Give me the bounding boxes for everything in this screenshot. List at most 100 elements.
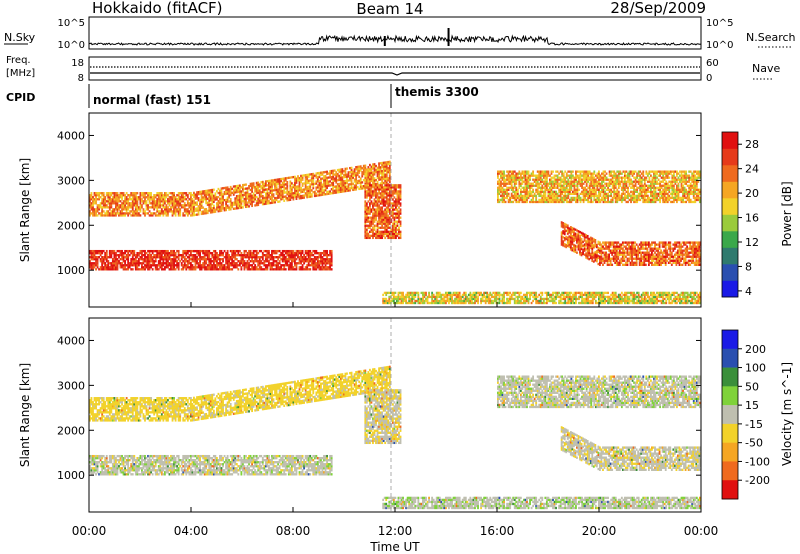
power-cell [390,214,393,217]
power-cell [229,200,232,203]
power-cell [310,258,313,261]
power-cell [399,196,402,199]
power-cell [368,194,371,197]
power-cell [287,264,290,267]
power-cell [105,194,108,197]
power-cell [93,251,96,255]
power-cell [607,196,609,200]
power-cell [524,194,527,198]
power-cell [639,180,642,183]
power-cell [171,192,174,195]
power-cell [527,182,530,185]
power-cell [576,198,579,202]
power-cell [246,254,249,257]
power-cell [545,186,548,189]
power-cell [643,194,646,198]
power-cell [225,260,227,263]
power-cell [326,258,328,261]
power-cell [206,266,209,269]
power-cell [373,234,376,238]
power-cell [275,249,278,253]
power-cell [498,172,501,175]
power-cell [590,174,593,177]
power-cell [108,192,111,195]
power-cell [226,204,229,207]
power-cell [384,173,387,176]
power-cell [513,196,516,200]
power-cell [297,191,299,194]
power-cell [202,212,205,215]
power-cell [271,187,273,190]
power-cell [324,266,327,269]
power-cell [139,204,142,207]
power-cell [246,187,249,190]
power-cell [105,212,108,215]
power-cell [304,184,307,187]
power-cell [549,182,551,185]
power-cell [196,193,198,196]
power-cell [144,200,146,203]
power-cell [536,170,539,173]
power-cell [208,268,211,271]
power-cell [544,170,547,173]
power-cell [367,206,370,209]
power-cell [268,264,270,267]
power-cell [110,212,113,215]
power-cell [564,190,567,194]
power-cell [388,180,391,184]
power-cell [162,200,165,203]
power-cell [631,170,634,173]
power-cell [150,206,153,209]
power-cell [376,168,379,171]
power-cell [646,200,649,204]
power-cell [295,187,298,190]
power-cell [294,251,296,255]
power-cell [176,202,179,205]
power-cell [107,196,110,199]
power-cell [347,185,350,188]
power-cell [581,170,583,173]
power-cell [359,179,362,182]
power-cell [148,200,151,203]
power-cell [639,182,642,185]
power-cell [186,249,189,253]
power-cell [228,194,231,197]
power-cell [156,251,159,255]
power-cell [237,264,240,267]
power-cell [532,190,535,194]
power-cell [634,196,637,200]
power-cell [524,184,527,187]
power-cell [616,188,619,191]
power-cell [316,266,319,269]
power-cell [593,196,596,200]
power-cell [365,236,368,240]
power-cell [157,264,160,267]
power-cell [568,190,571,194]
power-cell [324,189,327,192]
power-cell [596,194,599,198]
power-cell [199,266,201,269]
power-cell [261,184,264,188]
power-cell [338,168,341,171]
power-cell [162,196,165,199]
power-cell [622,170,625,173]
power-cell [130,258,133,261]
power-cell [594,192,597,196]
power-cell [199,202,201,206]
power-cell [395,198,397,201]
power-cell [137,208,140,211]
power-cell [564,180,567,183]
power-cell [163,208,166,211]
power-cell [382,230,385,233]
power-cell [516,200,519,204]
power-cell [92,266,94,269]
power-cell [304,188,307,191]
power-cell [205,266,208,269]
power-cell [324,182,327,186]
power-cell [370,184,373,187]
power-cell [653,186,655,189]
power-cell [344,181,347,185]
power-cell [124,256,127,259]
power-cell [515,180,518,183]
power-cell [501,190,504,194]
